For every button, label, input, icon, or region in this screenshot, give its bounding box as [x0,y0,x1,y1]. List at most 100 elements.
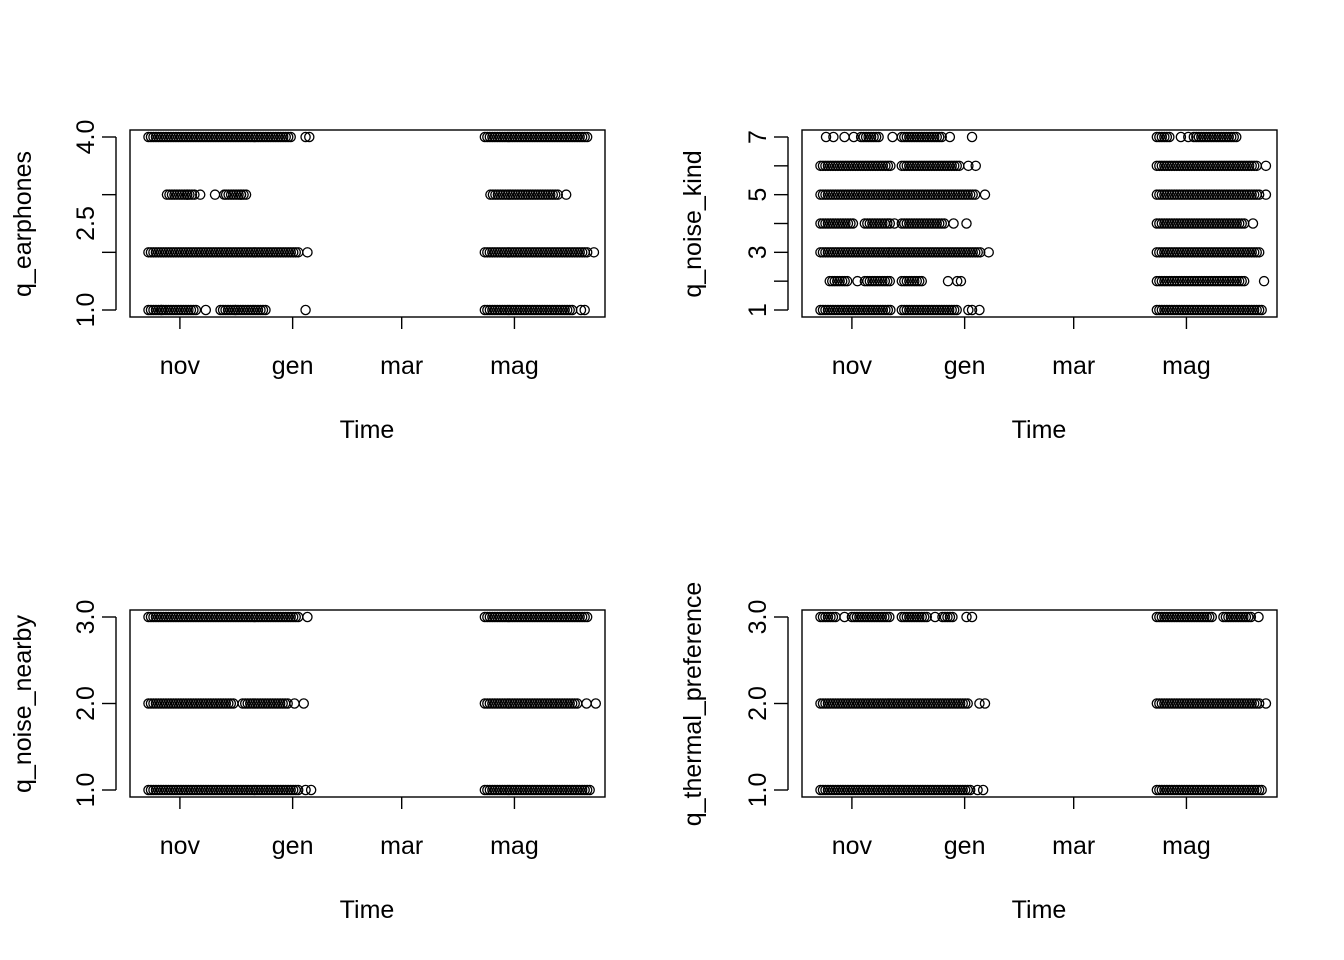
panel-marks [815,131,1272,316]
data-point [961,611,972,623]
data-point [219,189,230,200]
data-point [1206,611,1218,623]
data-point [1260,698,1272,709]
data-point [1231,131,1242,143]
data-point [581,247,593,258]
data-point [873,131,884,143]
data-point [820,131,832,143]
x-tick-label: gen [272,352,314,380]
data-point [240,189,252,200]
plot-frame [129,129,606,318]
data-point [921,611,933,623]
data-point [841,275,853,287]
x-tick-label: nov [832,832,873,860]
data-point [887,131,898,143]
x-tick-label: mar [1052,352,1095,380]
data-point [963,160,974,172]
data-point [1253,698,1265,709]
data-point [190,304,202,316]
data-point [966,304,978,316]
data-point [560,189,572,200]
data-point [200,304,212,316]
data-point [983,247,994,258]
plot-frame [129,609,606,798]
x-tick-label: nov [832,352,873,380]
x-tick-label: mag [1162,352,1211,380]
data-point [304,131,315,143]
data-point [948,218,959,229]
data-point [852,275,863,287]
y-tick-label: 3.0 [72,600,100,635]
x-tick-label: gen [944,352,986,380]
data-point [966,131,978,143]
data-point [1175,131,1187,143]
data-point [579,304,590,316]
data-point [970,160,981,172]
x-axis: nov gen mar mag [160,797,539,860]
data-point [230,304,241,316]
data-point [1256,304,1267,316]
data-point [944,131,956,143]
data-point [1253,189,1265,200]
y-tick-label: 2.0 [72,686,100,721]
data-point [300,131,311,143]
x-tick-label: mar [380,352,423,380]
y-axis: 1 3 5 7 [744,130,789,317]
data-point [884,611,895,623]
panel-marks [143,131,600,316]
data-point [963,304,974,316]
y-tick-label: 5 [744,188,772,202]
x-axis: nov gen mar mag [160,317,539,380]
panel-q-earphones: nov gen mar mag 1.0 2.5 4.0 Time q_earphones [9,120,606,444]
data-point [189,189,200,200]
data-point [955,275,967,287]
data-point [885,304,896,316]
data-point [885,160,896,172]
data-point [884,218,896,229]
data-point [194,189,206,200]
data-point [182,189,193,200]
data-point [298,698,309,709]
data-point [588,247,600,258]
data-point [581,611,593,623]
y-tick-label: 1 [744,303,772,317]
data-point [575,304,587,316]
data-point [848,131,860,143]
y-tick-label: 1.0 [744,773,772,808]
data-point [839,611,850,623]
data-point [285,131,296,143]
data-point [1164,131,1175,143]
panel-marks [815,611,1272,796]
data-point [974,304,985,316]
data-point [1260,189,1272,200]
x-tick-label: mag [490,832,539,860]
plot-frame [801,609,1278,798]
x-axis-label: Time [1012,896,1067,924]
x-tick-label: mar [380,832,423,860]
data-point [966,611,978,623]
x-tick-label: gen [272,832,314,860]
data-point [302,247,313,258]
data-point [972,784,983,796]
panel-q-noise-nearby: nov gen mar mag 1.0 2.0 3.0 Time q_noise_near… [9,600,606,924]
y-tick-label: 4.0 [72,120,100,155]
x-axis-label: Time [1012,416,1067,444]
x-axis-label: Time [340,416,395,444]
data-point [302,611,313,623]
plot-frame [801,129,1278,318]
data-point [1256,784,1267,796]
y-tick-label: 3 [744,245,772,259]
data-point [1247,218,1259,229]
data-point [929,611,941,623]
data-point [979,698,991,709]
y-tick-label: 3.0 [744,600,772,635]
data-point [292,784,304,796]
x-axis: nov gen mar mag [832,317,1211,380]
y-tick-label: 2.0 [744,686,772,721]
y-axis-label: q_earphones [9,151,37,297]
data-point [584,784,595,796]
data-point [209,189,221,200]
data-point [235,189,247,200]
data-point [1253,247,1265,258]
data-point [260,304,271,316]
